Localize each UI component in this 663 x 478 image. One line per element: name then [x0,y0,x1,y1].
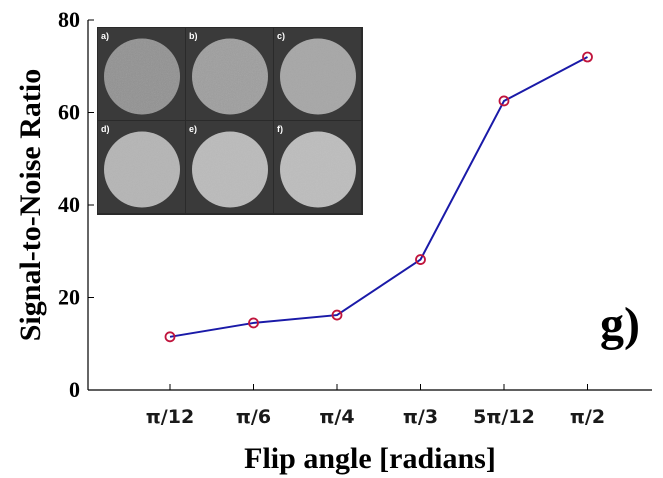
phantom-noise [280,131,356,208]
y-axis-ticks: 0 20 40 60 80 [58,7,94,402]
series-group [164,51,593,343]
y-axis-title: Signal-to-Noise Ratio [14,69,47,342]
data-point [164,331,176,343]
data-point [415,254,426,265]
inset-panel-label: f) [277,124,283,134]
inset-panel-label: a) [101,31,109,41]
phantom-noise [104,38,180,115]
data-point [582,51,593,63]
data-point [248,317,259,329]
x-axis-ticks: π/12 π/6 π/4 π/3 5π/12 π/2 [146,384,605,428]
inset-panel-label: c) [277,31,285,41]
y-tick-label: 0 [69,377,80,402]
phantom-noise [192,131,268,208]
x-tick-label: π/6 [236,406,271,428]
y-tick-label: 40 [58,192,80,217]
phantom-noise [280,38,356,115]
phantom-noise [192,38,268,115]
phantom-noise [104,131,180,208]
inset-panel-label: d) [101,124,110,134]
inset-panel: e) [186,121,273,213]
inset-panel: b) [186,28,273,120]
inset-panel: d) [98,121,185,213]
panel-label: g) [600,298,640,351]
data-point [498,95,510,107]
inset-panel: c) [274,28,361,120]
inset-panel-label: e) [189,124,197,134]
series-line [169,56,588,338]
x-tick-label: π/2 [570,406,605,428]
data-point [331,309,343,321]
inset-image-grid: a) b) c) d) e) f) [97,27,363,215]
y-tick-label: 80 [58,7,80,32]
x-tick-label: 5π/12 [473,406,535,428]
inset-panel: f) [274,121,361,213]
x-axis-title: Flip angle [radians] [244,442,496,475]
y-tick-label: 60 [58,100,80,125]
x-tick-label: π/4 [319,406,354,428]
inset-panel: a) [98,28,185,120]
y-tick-label: 20 [58,285,80,310]
x-tick-label: π/3 [403,406,438,428]
inset-panel-label: b) [189,31,198,41]
x-tick-label: π/12 [146,406,194,428]
